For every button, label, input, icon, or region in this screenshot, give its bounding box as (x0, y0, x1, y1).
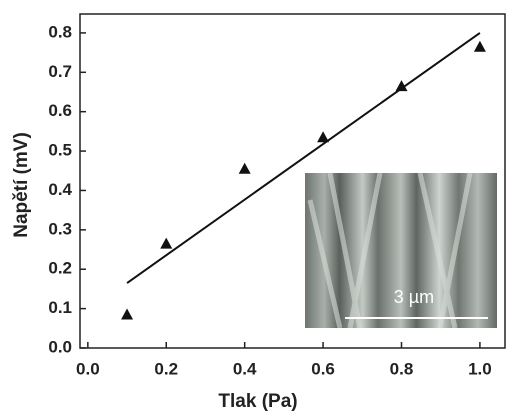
data-point (160, 238, 172, 249)
data-point (474, 41, 486, 52)
inset-image: 3 µm (305, 173, 497, 328)
data-point (121, 309, 133, 320)
y-tick-label: 0.4 (48, 180, 72, 199)
x-tick-label: 0.8 (390, 359, 414, 378)
y-tick-label: 0.1 (48, 298, 72, 317)
y-tick-label: 0.8 (48, 22, 72, 41)
page: {"chart_data": {"type": "scatter", "x_la… (0, 0, 515, 414)
y-tick-label: 0.3 (48, 219, 72, 238)
x-axis-label: Tlak (Pa) (218, 391, 297, 412)
x-tick-label: 0.2 (154, 359, 178, 378)
y-tick-label: 0.2 (48, 259, 72, 278)
data-point (239, 163, 251, 174)
y-tick-label: 0.5 (48, 141, 72, 160)
x-tick-label: 0.6 (311, 359, 335, 378)
x-tick-label: 0.0 (76, 359, 100, 378)
y-tick-label: 0.7 (48, 62, 72, 81)
inset-scale-label: 3 µm (394, 287, 434, 307)
x-tick-label: 0.4 (233, 359, 257, 378)
y-tick-label: 0.6 (48, 101, 72, 120)
y-tick-label: 0.0 (48, 337, 72, 356)
y-axis-label: Napětí (mV) (11, 132, 32, 238)
chart: 3 µm Tlak (Pa) Napětí (mV) 0.0 0.2 0.4 0.6 0… (0, 0, 515, 414)
x-tick-label: 1.0 (468, 359, 492, 378)
